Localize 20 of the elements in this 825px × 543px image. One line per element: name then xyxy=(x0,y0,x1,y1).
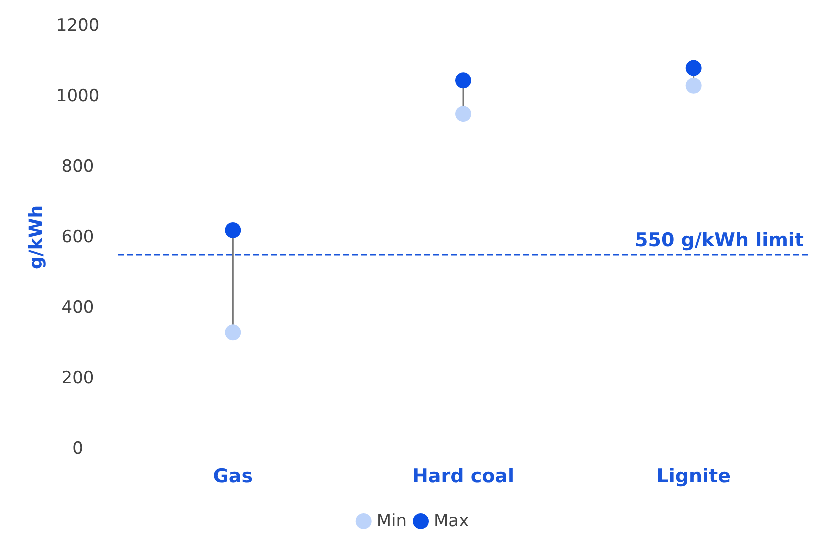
y-tick-label: 1000 xyxy=(56,86,100,106)
ref-line-label: 550 g/kWh limit xyxy=(635,230,804,252)
y-tick-label: 1200 xyxy=(56,16,100,36)
y-tick-label: 600 xyxy=(62,228,94,248)
y-tick-label: 400 xyxy=(62,298,94,318)
x-tick-label: Gas xyxy=(213,466,254,488)
x-tick-label: Lignite xyxy=(656,466,731,488)
legend-label: Min xyxy=(376,512,408,532)
legend-label: Max xyxy=(434,512,470,532)
point xyxy=(456,72,472,89)
y-tick-label: 0 xyxy=(72,439,84,459)
point xyxy=(225,324,242,341)
point xyxy=(456,106,472,122)
y-axis-title: g/kWh xyxy=(26,205,47,270)
point xyxy=(686,78,702,94)
x-tick-label: Hard coal xyxy=(412,466,514,488)
y-tick-label: 200 xyxy=(62,368,94,388)
y-tick-label: 800 xyxy=(62,157,94,177)
point xyxy=(225,222,242,238)
point xyxy=(686,60,702,76)
